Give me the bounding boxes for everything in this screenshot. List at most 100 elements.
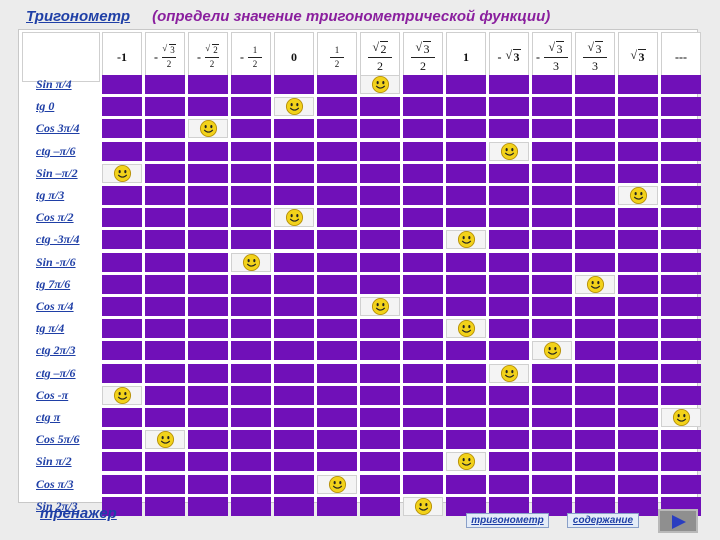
- grid-cell[interactable]: [231, 275, 271, 294]
- grid-cell[interactable]: [618, 275, 658, 294]
- grid-cell[interactable]: [618, 208, 658, 227]
- grid-cell[interactable]: [145, 230, 185, 249]
- grid-cell[interactable]: [317, 142, 357, 161]
- grid-cell[interactable]: [274, 319, 314, 338]
- grid-cell[interactable]: [575, 230, 615, 249]
- answer-cell[interactable]: [360, 297, 400, 316]
- grid-cell[interactable]: [532, 97, 572, 116]
- grid-cell[interactable]: [360, 452, 400, 471]
- grid-cell[interactable]: [102, 319, 142, 338]
- answer-cell[interactable]: [102, 386, 142, 405]
- grid-cell[interactable]: [231, 452, 271, 471]
- row-label[interactable]: Sin –π/2: [36, 166, 78, 180]
- grid-cell[interactable]: [274, 119, 314, 138]
- grid-cell[interactable]: [317, 97, 357, 116]
- grid-cell[interactable]: [446, 275, 486, 294]
- grid-cell[interactable]: [489, 253, 529, 272]
- grid-cell[interactable]: [231, 208, 271, 227]
- grid-cell[interactable]: [360, 497, 400, 516]
- grid-cell[interactable]: [360, 408, 400, 427]
- grid-cell[interactable]: [446, 497, 486, 516]
- grid-cell[interactable]: [489, 164, 529, 183]
- grid-cell[interactable]: [403, 208, 443, 227]
- grid-cell[interactable]: [446, 208, 486, 227]
- grid-cell[interactable]: [274, 430, 314, 449]
- grid-cell[interactable]: [446, 97, 486, 116]
- grid-cell[interactable]: [403, 164, 443, 183]
- row-label[interactable]: ctg -3π/4: [36, 232, 80, 246]
- answer-cell[interactable]: [102, 164, 142, 183]
- grid-cell[interactable]: [102, 297, 142, 316]
- grid-cell[interactable]: [188, 164, 228, 183]
- grid-cell[interactable]: [102, 452, 142, 471]
- grid-cell[interactable]: [317, 119, 357, 138]
- grid-cell[interactable]: [661, 208, 701, 227]
- grid-cell[interactable]: [317, 341, 357, 360]
- grid-cell[interactable]: [102, 119, 142, 138]
- grid-cell[interactable]: [575, 297, 615, 316]
- grid-cell[interactable]: [489, 208, 529, 227]
- grid-cell[interactable]: [188, 253, 228, 272]
- grid-cell[interactable]: [231, 430, 271, 449]
- grid-cell[interactable]: [231, 164, 271, 183]
- grid-cell[interactable]: [231, 142, 271, 161]
- grid-cell[interactable]: [145, 275, 185, 294]
- grid-cell[interactable]: [274, 142, 314, 161]
- grid-cell[interactable]: [403, 364, 443, 383]
- grid-cell[interactable]: [360, 208, 400, 227]
- grid-cell[interactable]: [231, 230, 271, 249]
- grid-cell[interactable]: [489, 75, 529, 94]
- grid-cell[interactable]: [145, 319, 185, 338]
- grid-cell[interactable]: [446, 386, 486, 405]
- grid-cell[interactable]: [274, 230, 314, 249]
- grid-cell[interactable]: [317, 164, 357, 183]
- grid-cell[interactable]: [575, 319, 615, 338]
- answer-cell[interactable]: [317, 475, 357, 494]
- grid-cell[interactable]: [102, 230, 142, 249]
- grid-cell[interactable]: [145, 364, 185, 383]
- grid-cell[interactable]: [360, 230, 400, 249]
- grid-cell[interactable]: [231, 75, 271, 94]
- grid-cell[interactable]: [575, 341, 615, 360]
- grid-cell[interactable]: [102, 97, 142, 116]
- row-label[interactable]: ctg π: [36, 410, 61, 424]
- grid-cell[interactable]: [188, 186, 228, 205]
- row-label[interactable]: ctg 2π/3: [36, 343, 76, 357]
- grid-cell[interactable]: [661, 97, 701, 116]
- grid-cell[interactable]: [403, 275, 443, 294]
- grid-cell[interactable]: [446, 75, 486, 94]
- grid-cell[interactable]: [618, 230, 658, 249]
- row-label[interactable]: tg 7π/6: [36, 277, 71, 291]
- grid-cell[interactable]: [188, 142, 228, 161]
- grid-cell[interactable]: [231, 341, 271, 360]
- answer-cell[interactable]: [446, 319, 486, 338]
- grid-cell[interactable]: [145, 164, 185, 183]
- grid-cell[interactable]: [360, 142, 400, 161]
- grid-cell[interactable]: [575, 452, 615, 471]
- grid-cell[interactable]: [231, 97, 271, 116]
- grid-cell[interactable]: [145, 386, 185, 405]
- grid-cell[interactable]: [188, 408, 228, 427]
- grid-cell[interactable]: [575, 253, 615, 272]
- row-label[interactable]: Cos π/2: [36, 210, 74, 224]
- grid-cell[interactable]: [532, 430, 572, 449]
- grid-cell[interactable]: [102, 253, 142, 272]
- grid-cell[interactable]: [532, 297, 572, 316]
- answer-cell[interactable]: [575, 275, 615, 294]
- grid-cell[interactable]: [317, 408, 357, 427]
- grid-cell[interactable]: [532, 164, 572, 183]
- grid-cell[interactable]: [446, 430, 486, 449]
- grid-cell[interactable]: [446, 253, 486, 272]
- grid-cell[interactable]: [231, 408, 271, 427]
- row-label[interactable]: Sin π/4: [36, 77, 72, 91]
- grid-cell[interactable]: [661, 475, 701, 494]
- grid-cell[interactable]: [489, 275, 529, 294]
- grid-cell[interactable]: [188, 319, 228, 338]
- grid-cell[interactable]: [188, 475, 228, 494]
- answer-cell[interactable]: [618, 186, 658, 205]
- grid-cell[interactable]: [360, 275, 400, 294]
- grid-cell[interactable]: [489, 386, 529, 405]
- grid-cell[interactable]: [102, 497, 142, 516]
- grid-cell[interactable]: [317, 275, 357, 294]
- grid-cell[interactable]: [618, 430, 658, 449]
